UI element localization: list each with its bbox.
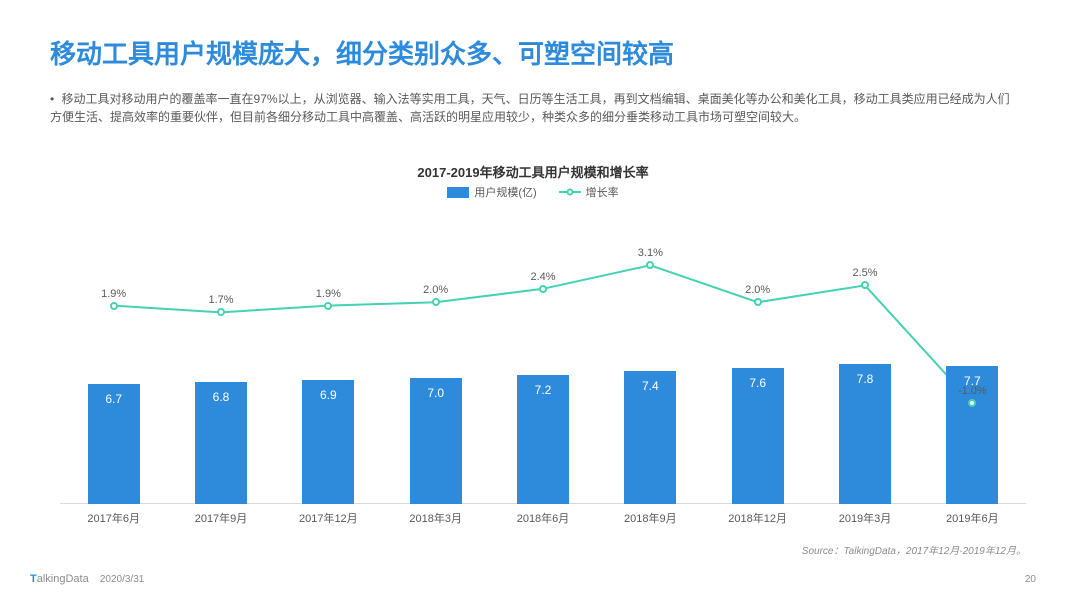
growth-value-label: 1.9% [101,288,126,300]
line-marker [432,298,440,306]
plot-area: 6.72017年6月6.82017年9月6.92017年12月7.02018年3… [60,235,1026,504]
legend-bar-label: 用户规模(亿) [474,184,536,200]
growth-value-label: -1.0% [958,385,987,397]
bar-value-label: 6.8 [195,390,247,404]
x-axis-label: 2017年6月 [87,510,140,526]
line-marker [754,298,762,306]
chart-title: 2017-2019年移动工具用户规模和增长率 [0,162,1066,181]
growth-value-label: 1.7% [208,294,233,306]
logo: TalkingData [30,573,89,585]
page-title: 移动工具用户规模庞大，细分类别众多、可塑空间较高 [50,34,674,71]
line-marker [539,285,547,293]
line-marker [968,399,976,407]
description: • 移动工具对移动用户的覆盖率一直在97%以上，从浏览器、输入法等实用工具，天气… [50,90,1016,126]
bar-value-label: 7.8 [839,372,891,386]
x-axis-label: 2017年9月 [195,510,248,526]
growth-value-label: 1.9% [316,288,341,300]
x-axis-label: 2019年3月 [839,510,892,526]
x-axis-label: 2018年9月 [624,510,677,526]
line-marker [324,302,332,310]
x-axis-label: 2019年6月 [946,510,999,526]
bar-value-label: 7.4 [624,379,676,393]
growth-value-label: 3.1% [638,247,663,259]
legend-line-label: 增长率 [586,184,619,200]
bar-value-label: 7.0 [410,386,462,400]
x-axis-label: 2018年3月 [409,510,462,526]
line-marker [110,302,118,310]
bar: 6.8 [195,382,247,504]
page-number: 20 [1025,574,1036,585]
bar-value-label: 7.6 [732,376,784,390]
footer-date: 2020/3/31 [100,574,145,585]
growth-value-label: 2.5% [852,267,877,279]
chart-area: 6.7 2017年6月 6.8 2017年9月 6.9 2017年12月 7.0 2018年3… [60,205,1026,529]
legend-bar: 用户规模(亿) [447,184,536,200]
description-text: 移动工具对移动用户的覆盖率一直在97%以上，从浏览器、输入法等实用工具，天气、日… [50,92,1010,124]
growth-value-label: 2.4% [530,271,555,283]
legend-line-swatch [559,187,581,197]
bar: 6.7 [88,384,140,504]
bar: 6.9 [302,380,354,504]
x-axis-label: 2018年12月 [728,510,787,526]
bar: 7.6 [732,368,784,504]
line-marker [217,308,225,316]
footer-left: TalkingData 2020/3/31 [30,573,144,585]
bar: 7.0 [410,378,462,504]
x-axis-label: 2017年12月 [299,510,358,526]
line-marker [861,281,869,289]
legend: 用户规模(亿) 增长率 [0,184,1066,200]
bar: 7.4 [624,371,676,504]
line-marker [646,261,654,269]
bar-value-label: 6.7 [88,392,140,406]
x-axis-label: 2018年6月 [517,510,570,526]
bar-value-label: 7.2 [517,383,569,397]
bar: 7.8 [839,364,891,504]
growth-value-label: 2.0% [423,284,448,296]
source-text: Source：TalkingData，2017年12月-2019年12月。 [802,542,1026,557]
bullet: • [50,90,54,108]
legend-line: 增长率 [559,184,619,200]
footer: TalkingData 2020/3/31 20 [30,573,1036,585]
growth-value-label: 2.0% [745,284,770,296]
bar: 7.2 [517,375,569,504]
legend-bar-swatch [447,187,469,198]
bar-value-label: 6.9 [302,388,354,402]
